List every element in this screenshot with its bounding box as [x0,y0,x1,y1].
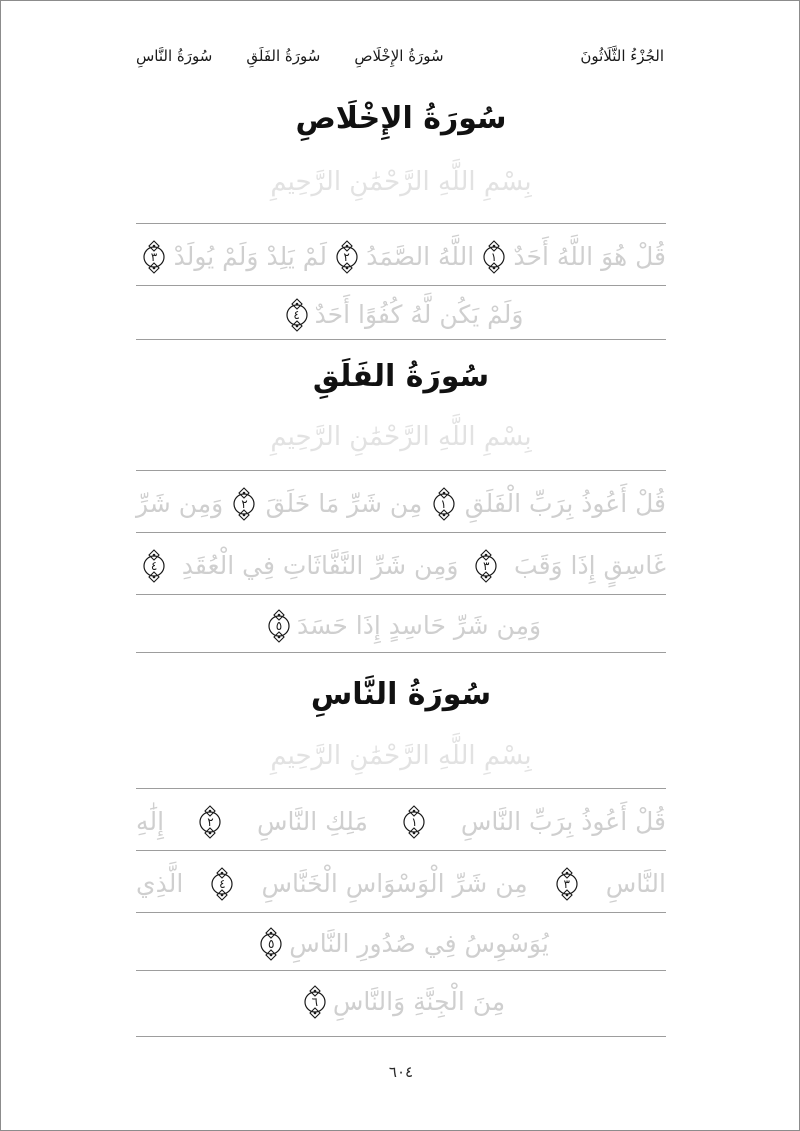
verse-line: مِنَ الْجِنَّةِ وَالنَّاسِ ٦ [136,976,666,1028]
ayah-number: ٥ [275,619,283,633]
surah-title-ikhlas: سُورَةُ الإِخْلَاصِ [295,101,507,136]
ayah-number: ١ [440,497,447,511]
verse-text: غَاسِقٍ إِذَا وَقَبَ [514,550,666,580]
verse-text: الَّذِي [136,868,184,898]
writing-rule [136,470,666,471]
ayah-marker-icon: ٣ [139,240,169,274]
ayah-number: ٣ [563,877,570,891]
ayah-number: ٤ [293,308,300,322]
verse-text: قُلْ أَعُوذُ بِرَبِّ النَّاسِ [460,806,666,836]
header-surah-falaq: سُورَةُ الفَلَقِ [246,47,321,65]
ayah-number: ١ [411,815,418,829]
ayah-number: ٣ [483,559,490,573]
ayah-marker-icon: ١ [399,805,429,839]
ayah-number: ٦ [311,995,319,1009]
ayah-number: ٤ [150,559,158,573]
verse-line: قُلْ هُوَ اللَّهُ أَحَدٌ ١ اللَّهُ الصَّ… [136,229,666,285]
writing-rule [136,594,666,595]
running-header: الجُزْءُ الثَّلَاثُونَ سُورَةُ الإِخْلَا… [136,41,664,71]
verse-line: قُلْ أَعُوذُ بِرَبِّ النَّاسِ ١ مَلِكِ ا… [136,794,666,850]
ayah-marker-icon: ٥ [264,609,294,643]
ayah-marker-icon: ٢ [332,240,362,274]
basmala-ikhlas: بِسْمِ اللَّهِ الرَّحْمَٰنِ الرَّحِيمِ [270,167,532,197]
verse-text: إِلَٰهِ [136,806,165,836]
writing-rule [136,850,666,851]
header-surah-list: سُورَةُ الإِخْلَاصِ سُورَةُ الفَلَقِ سُو… [136,47,444,65]
verse-line: وَمِن شَرِّ حَاسِدٍ إِذَا حَسَدَ ٥ [136,600,666,652]
ayah-number: ٥ [267,937,275,951]
ayah-number: ٤ [219,877,226,891]
basmala-falaq: بِسْمِ اللَّهِ الرَّحْمَٰنِ الرَّحِيمِ [270,422,532,452]
verse-text: مِن شَرِّ مَا خَلَقَ [265,488,423,518]
verse-text: مِن شَرِّ الْوَسْوَاسِ الْخَنَّاسِ [261,868,528,898]
verse-text: قُلْ أَعُوذُ بِرَبِّ الْفَلَقِ [464,488,666,518]
verse-line: وَلَمْ يَكُن لَّهُ كُفُوًا أَحَدٌ ٤ [136,291,666,339]
verse-text: وَمِن شَرِّ [136,488,224,518]
writing-rule [136,970,666,971]
ayah-marker-icon: ٥ [256,927,286,961]
surah-title-nas: سُورَةُ النَّاسِ [310,677,492,712]
header-juz-label: الجُزْءُ الثَّلَاثُونَ [580,47,664,65]
ayah-number: ٣ [150,250,158,264]
verse-line: يُوَسْوِسُ فِي صُدُورِ النَّاسِ ٥ [136,918,666,970]
verse-text: وَلَمْ يَكُن لَّهُ كُفُوًا أَحَدٌ [314,299,524,329]
writing-rule [136,339,666,340]
writing-rule [136,532,666,533]
ayah-marker-icon: ٦ [300,985,330,1019]
ayah-marker-icon: ٤ [282,298,312,332]
ayah-number: ١ [490,250,498,264]
verse-line: غَاسِقٍ إِذَا وَقَبَ ٣ وَمِن شَرِّ النَّ… [136,538,666,594]
basmala-nas: بِسْمِ اللَّهِ الرَّحْمَٰنِ الرَّحِيمِ [270,741,532,771]
ayah-number: ٢ [207,815,214,829]
verse-text: مَلِكِ النَّاسِ [256,806,368,836]
verse-text: لَمْ يَلِدْ وَلَمْ يُولَدْ [173,241,328,271]
verse-text: وَمِن شَرِّ حَاسِدٍ إِذَا حَسَدَ [296,610,542,640]
ayah-marker-icon: ٤ [207,867,237,901]
writing-rule [136,788,666,789]
header-surah-nas: سُورَةُ النَّاسِ [136,47,213,65]
surah-title-falaq: سُورَةُ الفَلَقِ [312,359,490,394]
verse-text: قُلْ هُوَ اللَّهُ أَحَدٌ [513,241,666,271]
writing-rule [136,912,666,913]
verse-text: النَّاسِ [605,868,666,898]
header-surah-ikhlas: سُورَةُ الإِخْلَاصِ [354,47,444,65]
ayah-marker-icon: ٣ [471,549,501,583]
verse-line: النَّاسِ ٣ مِن شَرِّ الْوَسْوَاسِ الْخَن… [136,856,666,912]
ayah-marker-icon: ١ [479,240,509,274]
verse-text: اللَّهُ الصَّمَدُ [366,241,475,271]
ayah-number: ٢ [241,497,248,511]
verse-line: قُلْ أَعُوذُ بِرَبِّ الْفَلَقِ ١ مِن شَر… [136,476,666,532]
verse-text: يُوَسْوِسُ فِي صُدُورِ النَّاسِ [289,928,549,958]
ayah-number: ٢ [343,250,350,264]
page-number: ٦٠٤ [388,1063,414,1081]
writing-rule [136,652,666,653]
writing-rule [136,1036,666,1037]
verse-text: وَمِن شَرِّ النَّفَّاثَاتِ فِي الْعُقَدِ [181,550,459,580]
ayah-marker-icon: ٢ [229,487,259,521]
ayah-marker-icon: ٣ [552,867,582,901]
writing-rule [136,285,666,286]
ayah-marker-icon: ٤ [139,549,169,583]
ayah-marker-icon: ٢ [195,805,225,839]
ayah-marker-icon: ١ [429,487,459,521]
writing-rule [136,223,666,224]
verse-text: مِنَ الْجِنَّةِ وَالنَّاسِ [332,986,506,1016]
